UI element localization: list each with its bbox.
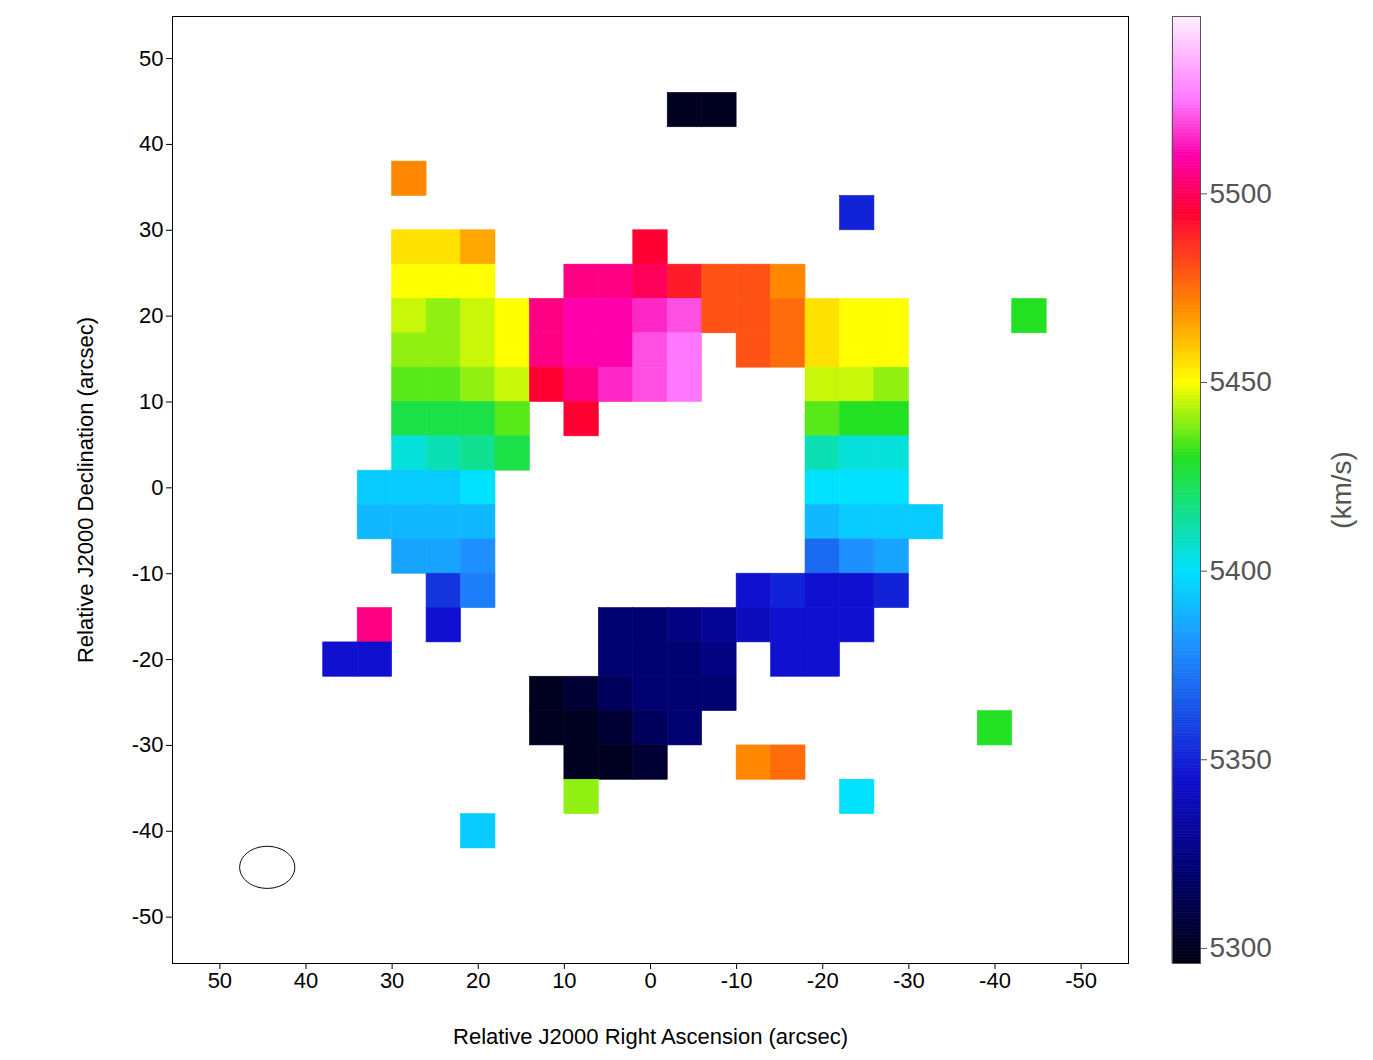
- svg-text:30: 30: [380, 968, 404, 993]
- svg-text:-20: -20: [807, 968, 839, 993]
- svg-text:0: 0: [644, 968, 656, 993]
- svg-text:5300: 5300: [1210, 932, 1272, 963]
- svg-text:-30: -30: [132, 732, 164, 757]
- svg-text:50: 50: [208, 968, 232, 993]
- svg-text:-30: -30: [893, 968, 925, 993]
- svg-text:-50: -50: [1065, 968, 1097, 993]
- svg-text:-50: -50: [132, 904, 164, 929]
- svg-text:20: 20: [139, 303, 163, 328]
- svg-text:-40: -40: [132, 818, 164, 843]
- svg-text:Relative J2000 Right Ascension: Relative J2000 Right Ascension (arcsec): [453, 1024, 848, 1049]
- svg-text:-10: -10: [132, 561, 164, 586]
- svg-text:40: 40: [294, 968, 318, 993]
- svg-text:50: 50: [139, 46, 163, 71]
- svg-text:Relative J2000 Declination (ar: Relative J2000 Declination (arcsec): [73, 317, 98, 663]
- svg-text:30: 30: [139, 217, 163, 242]
- svg-text:5350: 5350: [1210, 744, 1272, 775]
- svg-text:10: 10: [552, 968, 576, 993]
- svg-text:-20: -20: [132, 647, 164, 672]
- svg-text:10: 10: [139, 389, 163, 414]
- svg-text:(km/s): (km/s): [1326, 451, 1357, 529]
- svg-text:5400: 5400: [1210, 555, 1272, 586]
- svg-text:5450: 5450: [1210, 366, 1272, 397]
- svg-text:5500: 5500: [1210, 178, 1272, 209]
- svg-text:20: 20: [466, 968, 490, 993]
- svg-text:0: 0: [151, 475, 163, 500]
- svg-text:40: 40: [139, 131, 163, 156]
- svg-text:-10: -10: [721, 968, 753, 993]
- svg-text:-40: -40: [979, 968, 1011, 993]
